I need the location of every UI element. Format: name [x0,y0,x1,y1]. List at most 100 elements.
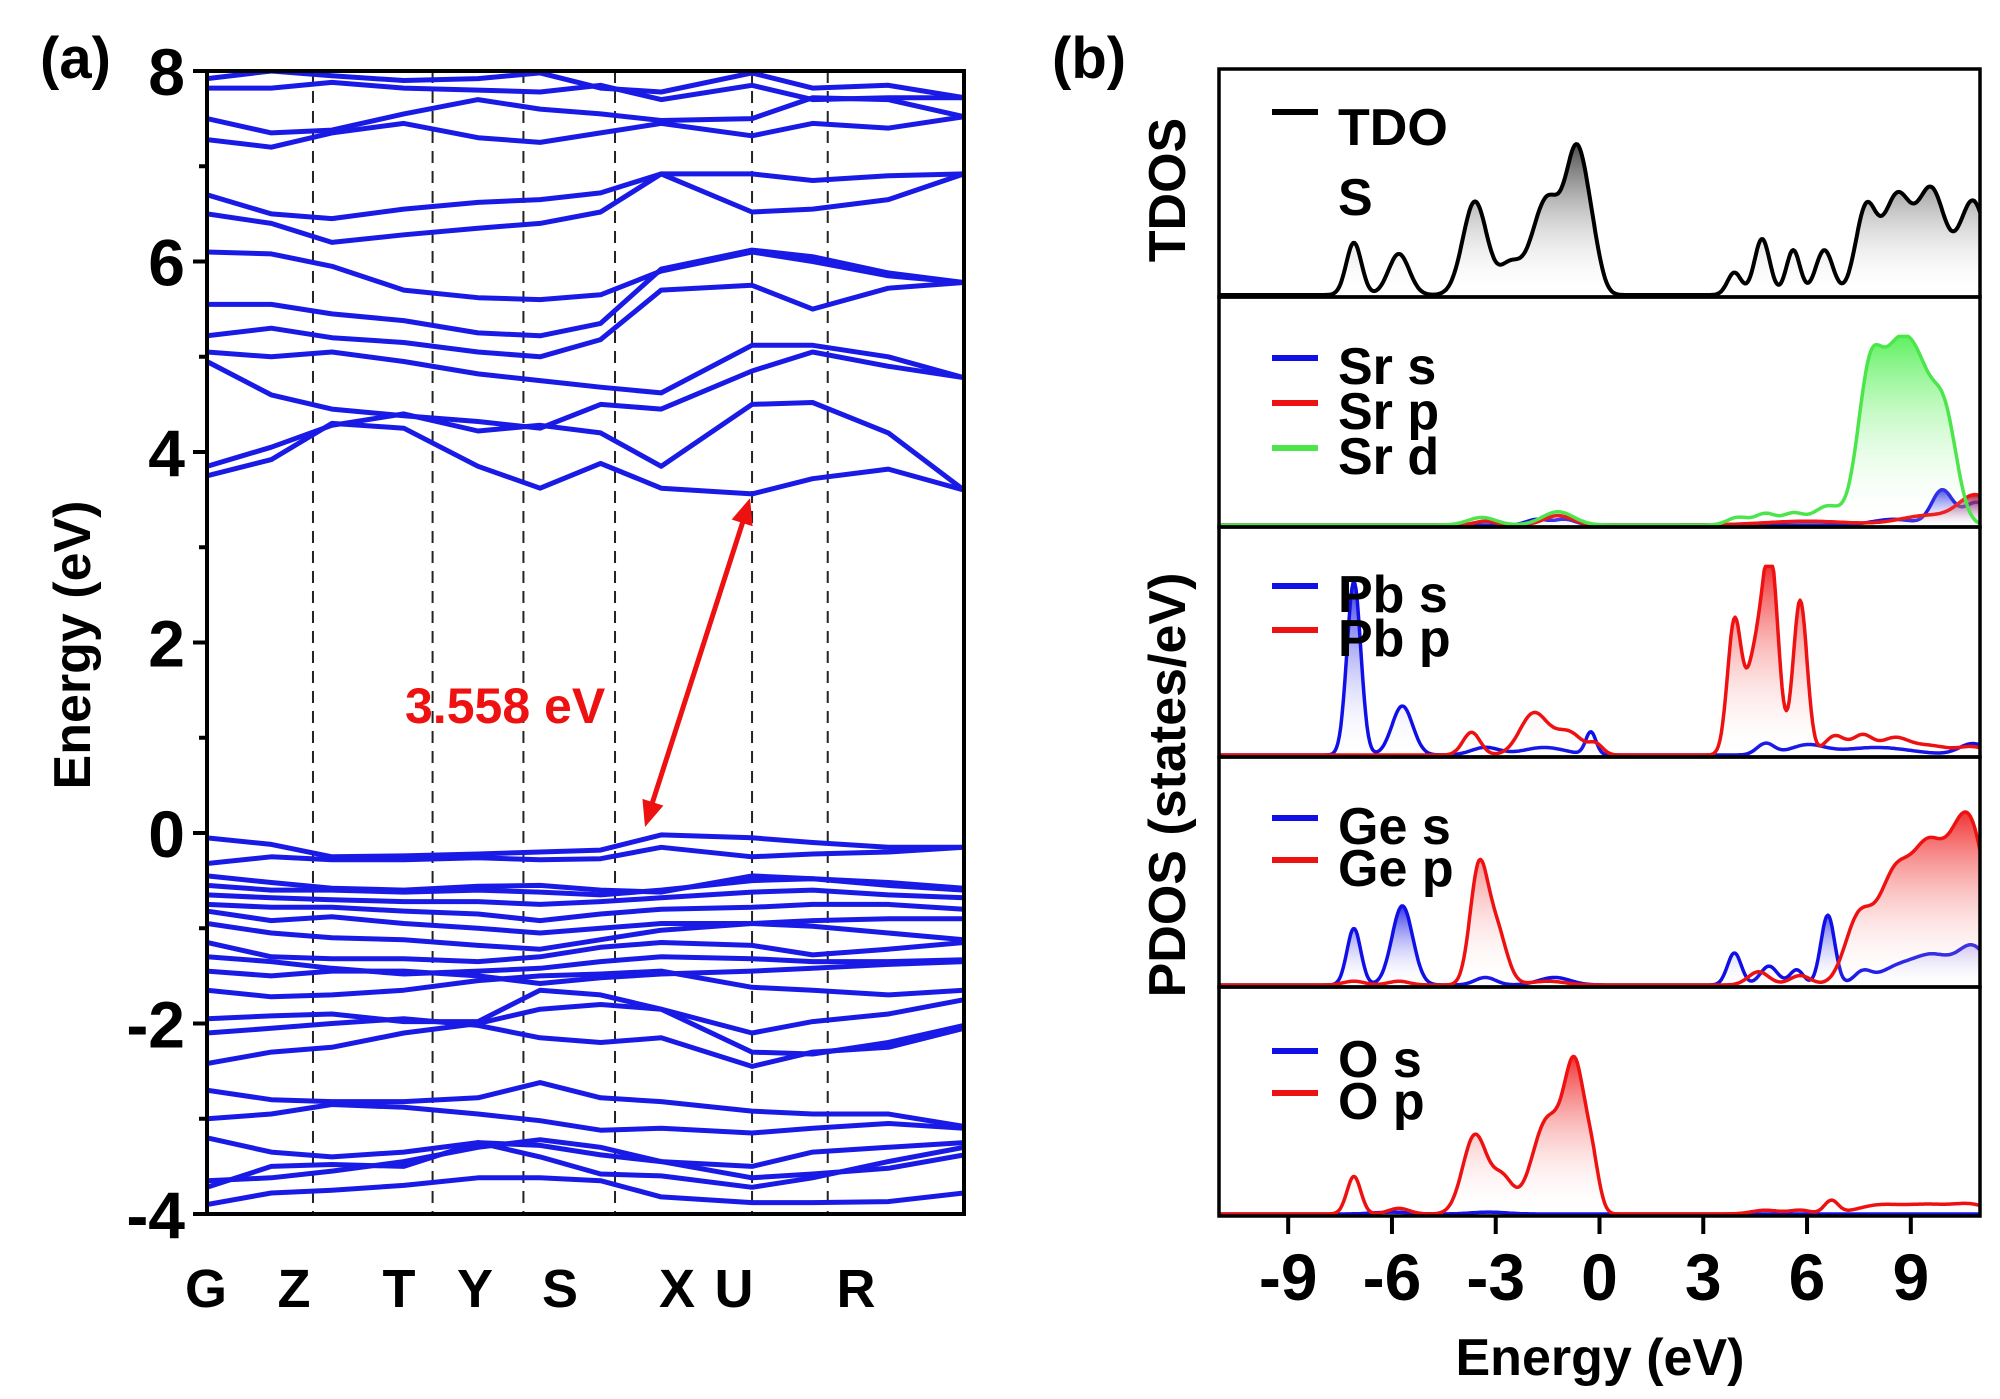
band-line-16 [207,887,964,907]
dos-line-pb-p [1219,564,1980,757]
dos-line-ge-p [1219,810,1980,987]
band-line-30 [207,114,964,150]
kpath-label-R: R [837,1259,876,1319]
dos-curves [1219,564,1980,757]
y-axis-ticks: -4 -2 0 2 4 6 8 [126,35,207,1252]
dos-area-o-p [1219,1056,1980,1216]
band-gap-annotation: 3.558 eV [405,498,753,827]
band-line-24 [207,342,964,396]
legend-label-o-p: O p [1338,1073,1425,1131]
band-gap-arrowhead-bottom [642,798,664,827]
y-axis-title-tdos: TDOS [1139,118,1197,262]
dos-subpanel-sr: Sr sSr pSr d [1217,295,1982,529]
band-line-14 [207,908,964,936]
x-tick-label: 3 [1685,1240,1722,1314]
band-line-2 [207,1137,964,1184]
band-line-8 [207,987,964,1036]
x-tick-label: -9 [1259,1240,1318,1314]
legend-label-tdos: TDO [1338,99,1448,157]
legend-label-o-s: O s [1338,1031,1422,1089]
band-line-7 [207,1016,964,1069]
bands [207,71,964,1207]
dos-subpanel-frame [1217,525,1982,759]
legend-label-ge-p: Ge p [1338,840,1454,898]
y-axis-title-energy: Energy (eV) [44,501,102,790]
y-tick-label: -2 [126,988,185,1062]
dos-line-tdos [1219,142,1980,297]
legend-label-pb-p: Pb p [1338,610,1451,668]
band-line-27 [207,249,964,303]
kpath-label-T: T [383,1259,416,1319]
band-line-10 [207,959,964,986]
dos-subpanel-o: O sO p [1217,985,1982,1218]
dos-subpanel-ge: Ge sGe p [1217,755,1982,989]
band-gap-arrowhead-top [731,498,753,527]
band-line-32 [207,79,964,103]
x-tick-label: -3 [1466,1240,1525,1314]
band-line-18 [207,873,964,895]
x-tick-label: -6 [1363,1240,1422,1314]
dos-line-pb-s [1219,580,1980,757]
kpath-label-G: G [185,1259,227,1319]
band-line-29 [207,171,964,222]
dos-subpanel-pb: Pb sPb p [1217,525,1982,759]
dos-line-sr-d [1219,334,1980,527]
x-axis-title-energy: Energy (eV) [1456,1329,1745,1387]
dos-curves [1219,810,1980,987]
legend-label-ge-s: Ge s [1338,798,1451,856]
band-line-20 [207,832,964,860]
y-tick-label: -4 [126,1178,185,1252]
x-axis-ticks: -9 -6 -3 0 3 6 9 [1259,1216,1929,1314]
dos-area-pb-p [1219,566,1980,757]
band-line-22 [207,400,964,493]
band-line-19 [207,844,964,866]
x-tick-label: 6 [1789,1240,1826,1314]
band-line-0 [207,1175,964,1207]
band-line-9 [207,968,964,1000]
dos-area-ge-p [1219,812,1980,987]
dos-area-pb-s [1219,582,1980,757]
legend-label-sr-d: Sr d [1338,428,1439,486]
kpath-label-U: U [715,1259,754,1319]
panel-b-tag: (b) [1052,26,1126,91]
legend-label-tdos-cont: S [1338,169,1373,227]
y-tick-label: 4 [148,416,185,490]
y-tick-label: 0 [148,797,185,871]
dos-area-tdos [1219,144,1980,297]
dos-curves [1219,334,1980,527]
x-tick-label: 0 [1581,1240,1618,1314]
kpath-label-Y: Y [457,1259,493,1319]
band-line-3 [207,1135,964,1169]
band-line-11 [207,954,964,977]
band-line-12 [207,940,964,965]
kpath-label-S: S [542,1259,578,1319]
kpath-label-X: X [659,1259,695,1319]
x-tick-label: 9 [1892,1240,1929,1314]
y-tick-label: 8 [148,35,185,109]
band-line-5 [207,1080,964,1129]
band-line-13 [207,921,964,952]
dos-area-sr-d [1219,336,1980,527]
legend-label-sr-s: Sr s [1338,338,1436,396]
dos-line-o-p [1219,1054,1980,1216]
panel-a-tag: (a) [40,26,111,91]
band-line-4 [207,1102,964,1136]
band-line-23 [207,349,964,431]
band-line-21 [207,420,964,497]
band-line-28 [207,171,964,245]
dos-curves [1219,142,1980,297]
band-gap-label: 3.558 eV [405,678,606,734]
kpath-label-Z: Z [278,1259,311,1319]
legend-label-sr-p: Sr p [1338,383,1439,441]
band-gap-arrow-shaft [648,517,747,808]
band-line-33 [207,71,964,101]
band-line-15 [207,901,964,924]
band-line-25 [207,280,964,360]
dos-curves [1219,1054,1980,1216]
y-tick-label: 2 [148,607,185,681]
y-axis-title-pdos: PDOS (states/eV) [1139,573,1197,998]
band-line-26 [207,247,964,339]
